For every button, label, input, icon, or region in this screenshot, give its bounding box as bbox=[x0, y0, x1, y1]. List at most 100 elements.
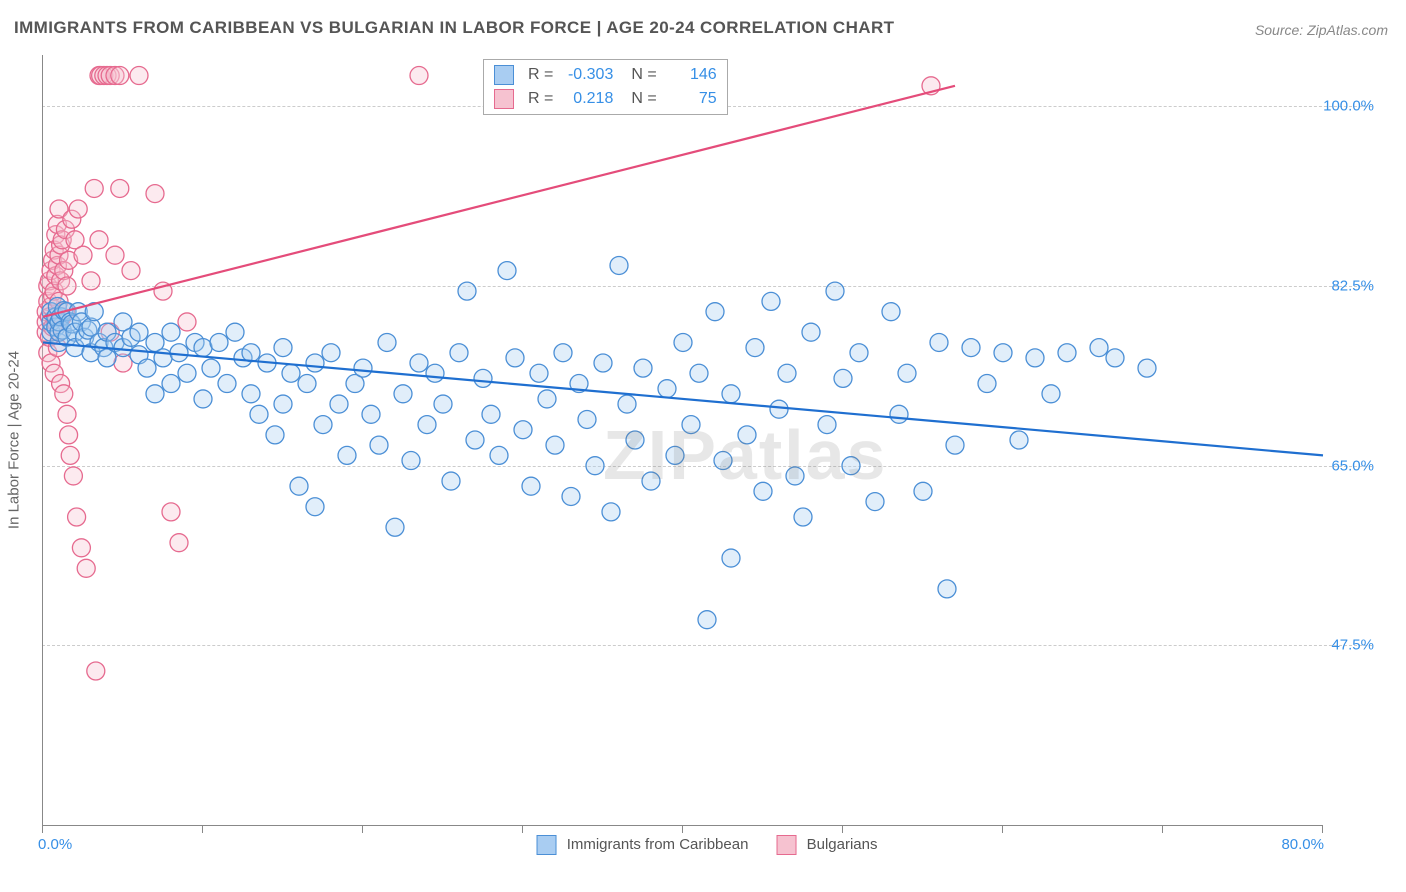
y-tick-label: 65.0% bbox=[1331, 457, 1374, 474]
data-point bbox=[1042, 385, 1060, 403]
data-point bbox=[226, 323, 244, 341]
data-point bbox=[1106, 349, 1124, 367]
data-point bbox=[458, 282, 476, 300]
x-tick-mark bbox=[842, 825, 843, 833]
data-point bbox=[306, 498, 324, 516]
data-point bbox=[562, 487, 580, 505]
data-point bbox=[394, 385, 412, 403]
data-point bbox=[378, 333, 396, 351]
data-point bbox=[418, 416, 436, 434]
source-label: Source: ZipAtlas.com bbox=[1255, 22, 1388, 38]
data-point bbox=[69, 200, 87, 218]
data-point bbox=[242, 344, 260, 362]
data-point bbox=[330, 395, 348, 413]
legend-swatch-1 bbox=[776, 835, 796, 855]
data-point bbox=[274, 339, 292, 357]
data-point bbox=[306, 354, 324, 372]
data-point bbox=[386, 518, 404, 536]
data-point bbox=[530, 364, 548, 382]
data-point bbox=[242, 385, 260, 403]
data-point bbox=[194, 339, 212, 357]
data-point bbox=[162, 323, 180, 341]
data-point bbox=[290, 477, 308, 495]
data-point bbox=[466, 431, 484, 449]
data-point bbox=[554, 344, 572, 362]
data-point bbox=[818, 416, 836, 434]
data-point bbox=[298, 375, 316, 393]
data-point bbox=[370, 436, 388, 454]
data-point bbox=[362, 405, 380, 423]
data-point bbox=[506, 349, 524, 367]
data-point bbox=[74, 246, 92, 264]
data-point bbox=[130, 67, 148, 85]
data-point bbox=[634, 359, 652, 377]
data-point bbox=[746, 339, 764, 357]
data-point bbox=[930, 333, 948, 351]
data-point bbox=[714, 452, 732, 470]
data-point bbox=[354, 359, 372, 377]
data-point bbox=[538, 390, 556, 408]
data-point bbox=[890, 405, 908, 423]
stats-swatch-1 bbox=[494, 89, 514, 109]
data-point bbox=[498, 262, 516, 280]
data-point bbox=[962, 339, 980, 357]
data-point bbox=[834, 369, 852, 387]
data-point bbox=[978, 375, 996, 393]
data-point bbox=[762, 292, 780, 310]
data-point bbox=[578, 410, 596, 428]
data-point bbox=[602, 503, 620, 521]
data-point bbox=[138, 359, 156, 377]
data-point bbox=[586, 457, 604, 475]
data-point bbox=[698, 611, 716, 629]
data-point bbox=[410, 354, 428, 372]
trend-line bbox=[43, 86, 955, 317]
data-point bbox=[72, 539, 90, 557]
legend-item-0: Immigrants from Caribbean bbox=[537, 835, 749, 855]
data-point bbox=[522, 477, 540, 495]
chart-container: In Labor Force | Age 20-24 47.5%65.0%82.… bbox=[42, 55, 1372, 825]
data-point bbox=[546, 436, 564, 454]
data-point bbox=[882, 303, 900, 321]
data-point bbox=[682, 416, 700, 434]
data-point bbox=[218, 375, 236, 393]
data-point bbox=[130, 323, 148, 341]
data-point bbox=[111, 67, 129, 85]
data-point bbox=[778, 364, 796, 382]
data-point bbox=[77, 559, 95, 577]
data-point bbox=[178, 364, 196, 382]
data-point bbox=[178, 313, 196, 331]
data-point bbox=[938, 580, 956, 598]
data-point bbox=[850, 344, 868, 362]
trend-line bbox=[43, 342, 1323, 455]
stats-swatch-0 bbox=[494, 65, 514, 85]
legend-item-1: Bulgarians bbox=[776, 835, 877, 855]
data-point bbox=[434, 395, 452, 413]
data-point bbox=[722, 385, 740, 403]
stats-legend-box: R =-0.303 N =146 R =0.218 N =75 bbox=[483, 59, 728, 115]
data-point bbox=[1090, 339, 1108, 357]
data-point bbox=[914, 482, 932, 500]
data-point bbox=[106, 246, 124, 264]
data-point bbox=[60, 426, 78, 444]
data-point bbox=[666, 446, 684, 464]
data-point bbox=[122, 262, 140, 280]
y-tick-label: 47.5% bbox=[1331, 637, 1374, 654]
x-min-label: 0.0% bbox=[38, 836, 72, 853]
data-point bbox=[706, 303, 724, 321]
data-point bbox=[690, 364, 708, 382]
data-point bbox=[68, 508, 86, 526]
data-point bbox=[514, 421, 532, 439]
data-point bbox=[794, 508, 812, 526]
data-point bbox=[842, 457, 860, 475]
data-point bbox=[866, 493, 884, 511]
data-point bbox=[314, 416, 332, 434]
data-point bbox=[55, 385, 73, 403]
x-tick-mark bbox=[522, 825, 523, 833]
data-point bbox=[338, 446, 356, 464]
data-point bbox=[482, 405, 500, 423]
data-point bbox=[738, 426, 756, 444]
data-point bbox=[82, 272, 100, 290]
data-point bbox=[826, 282, 844, 300]
data-point bbox=[146, 385, 164, 403]
stats-row-0: R =-0.303 N =146 bbox=[494, 63, 717, 87]
